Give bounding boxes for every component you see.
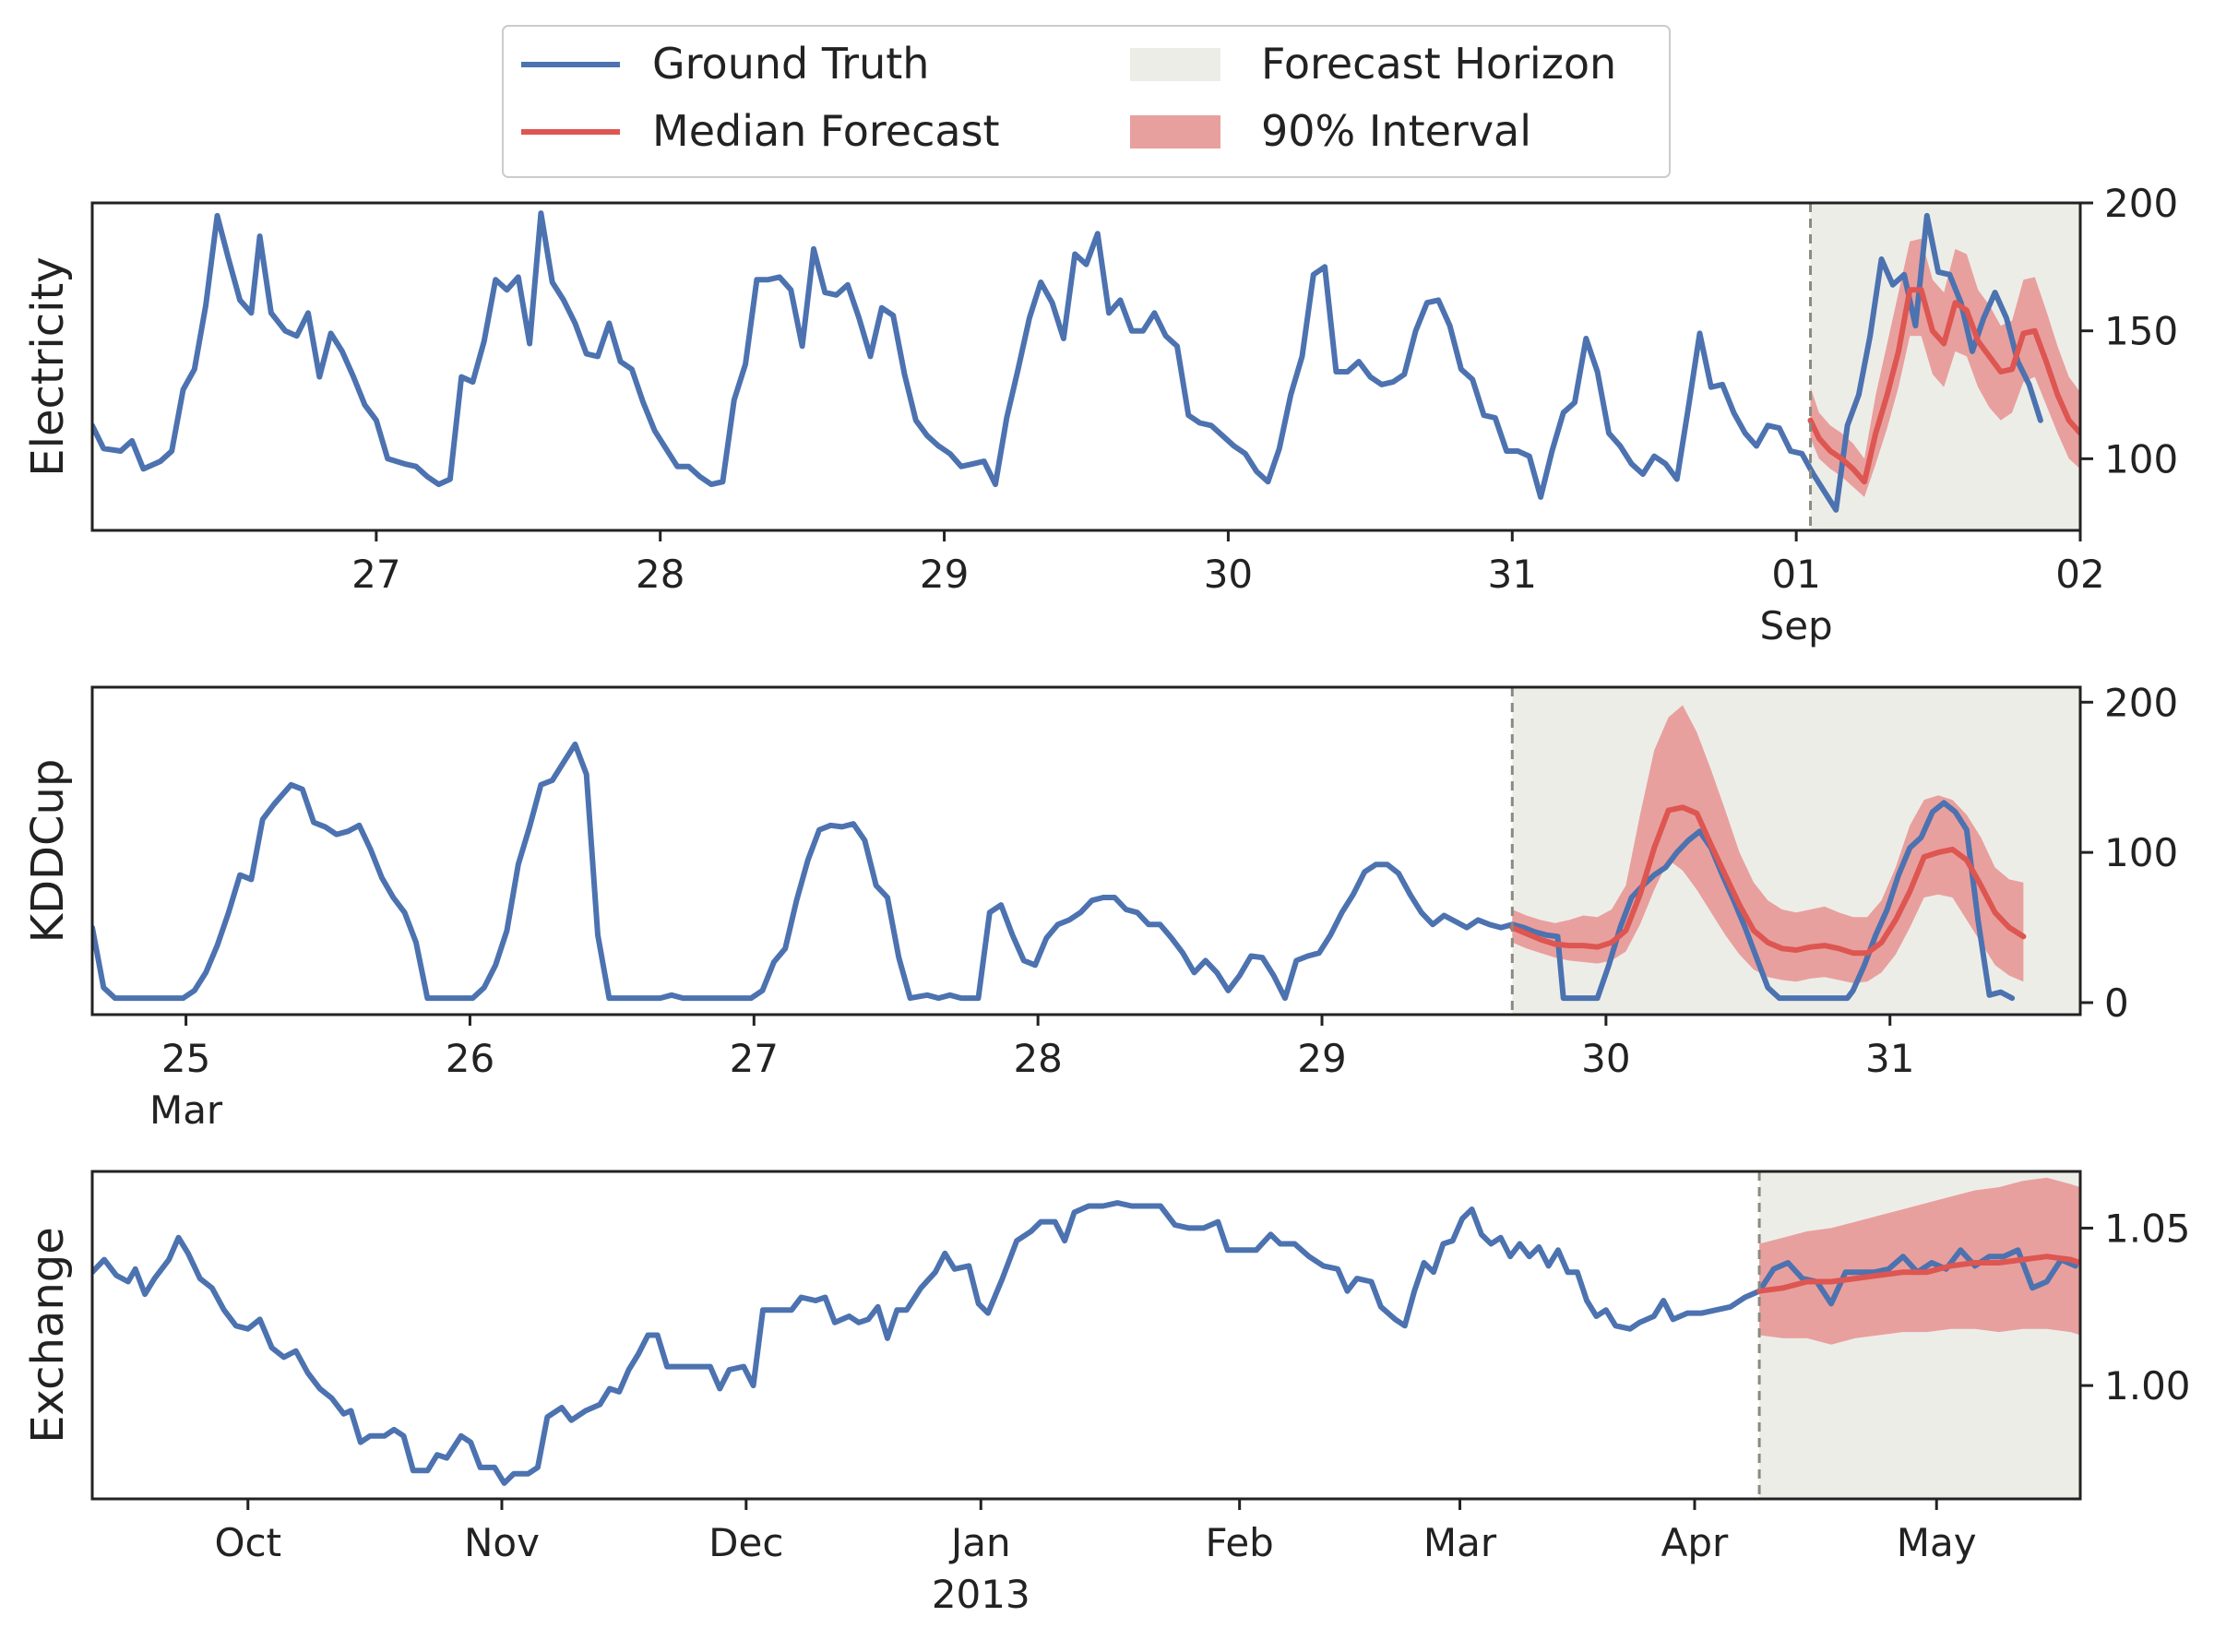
kddcup-ytick-label: 100: [2104, 830, 2178, 875]
kddcup-xtick-label: 30: [1581, 1036, 1630, 1081]
electricity-axes-frame: [90, 201, 2082, 532]
kddcup-ground-truth-line: [92, 741, 2016, 1002]
kddcup-interval-band: [1512, 705, 2024, 983]
electricity-ytick-label: 200: [2104, 181, 2178, 226]
electricity-xtick-label: 31: [1488, 552, 1537, 597]
electricity-xtick-label: 30: [1204, 552, 1253, 597]
electricity-median-forecast-line: [1807, 287, 2080, 485]
exchange-ground-truth-line: [92, 1200, 2078, 1486]
kddcup-xtick-label: 28: [1013, 1036, 1062, 1081]
exchange-ylabel: Exchange: [22, 1227, 74, 1444]
electricity-ylabel: Electricity: [22, 256, 74, 476]
legend-interval-swatch: [1130, 115, 1220, 149]
legend-frame: [502, 25, 1671, 178]
exchange-xtick-sublabel: 2013: [932, 1572, 1030, 1617]
electricity-ground-truth-line: [92, 210, 2043, 513]
exchange-xtick-label: May: [1897, 1520, 1977, 1565]
electricity-xtick-label: 01: [1771, 552, 1820, 597]
electricity-panel: 100 150 200 27 28 29 30 31 01 Sep 02 Electricity: [22, 181, 2178, 648]
electricity-xtick-label: 28: [636, 552, 684, 597]
kddcup-ytick-label: 200: [2104, 680, 2178, 725]
exchange-ytick-label: 1.00: [2104, 1363, 2191, 1408]
legend-horizon-swatch: [1130, 48, 1220, 81]
kddcup-axes-frame: [90, 685, 2082, 1016]
exchange-xtick-label: Jan: [948, 1520, 1011, 1565]
exchange-interval-band: [1759, 1177, 2080, 1345]
legend-median-label: Median Forecast: [652, 106, 1000, 156]
exchange-xtick-label: Oct: [214, 1520, 281, 1565]
electricity-ytick-label: 150: [2104, 309, 2178, 354]
electricity-xtick-label: 29: [920, 552, 969, 597]
kddcup-panel: 0 100 200 25 Mar 26 27 28 29 30 31 KDDCup: [22, 680, 2178, 1133]
kddcup-xtick-sublabel: Mar: [149, 1087, 223, 1133]
electricity-ytick-label: 100: [2104, 436, 2178, 481]
legend: Ground Truth Median Forecast Forecast Ho…: [502, 25, 1671, 178]
legend-ground-truth-label: Ground Truth: [652, 39, 929, 89]
electricity-xtick-label: 27: [351, 552, 400, 597]
kddcup-ytick-label: 0: [2104, 981, 2129, 1026]
electricity-xtick-sublabel: Sep: [1760, 603, 1833, 648]
exchange-axes-frame: [90, 1170, 2082, 1501]
exchange-panel: 1.00 1.05 Oct Nov Dec Jan 2013 Feb Mar Apr May Exch…: [22, 1170, 2191, 1617]
legend-interval-label: 90% Interval: [1261, 106, 1531, 156]
kddcup-xtick-label: 31: [1865, 1036, 1914, 1081]
exchange-xtick-label: Apr: [1661, 1520, 1729, 1565]
electricity-xtick-label: 02: [2055, 552, 2104, 597]
kddcup-ylabel: KDDCup: [22, 759, 74, 944]
exchange-ytick-label: 1.05: [2104, 1206, 2191, 1251]
exchange-xtick-label: Mar: [1423, 1520, 1497, 1565]
kddcup-xtick-label: 25: [161, 1036, 210, 1081]
exchange-xtick-label: Nov: [464, 1520, 540, 1565]
kddcup-xtick-label: 27: [730, 1036, 779, 1081]
kddcup-xtick-label: 26: [446, 1036, 494, 1081]
kddcup-xtick-label: 29: [1297, 1036, 1346, 1081]
kddcup-median-forecast-line: [1509, 804, 2027, 957]
exchange-xtick-label: Dec: [708, 1520, 783, 1565]
exchange-median-forecast-line: [1756, 1254, 2080, 1294]
legend-horizon-label: Forecast Horizon: [1261, 39, 1616, 89]
exchange-xtick-label: Feb: [1205, 1520, 1273, 1565]
